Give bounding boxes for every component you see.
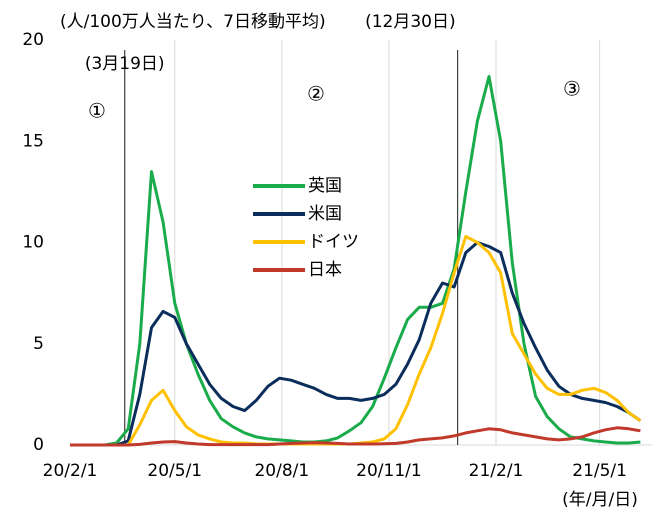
- legend-label: 日本: [308, 260, 342, 280]
- annotation: ③: [563, 77, 581, 101]
- x-tick-label: 20/11/1: [356, 461, 422, 481]
- series-line: [70, 75, 641, 447]
- x-tick-label: 20/2/1: [43, 461, 98, 481]
- series-line: [70, 426, 641, 447]
- x-tick-label: 20/5/1: [147, 461, 202, 481]
- x-tick-label: 20/8/1: [254, 461, 309, 481]
- y-tick-label: 15: [22, 131, 44, 151]
- series-line: [70, 234, 642, 447]
- annotation: (人/100万人当たり、7日移動平均): [60, 12, 326, 32]
- y-tick-label: 10: [22, 233, 44, 253]
- annotation: ①: [88, 99, 106, 123]
- legend-label: 英国: [308, 176, 342, 196]
- y-tick-label: 20: [22, 30, 44, 50]
- event-label: (3月19日): [85, 54, 165, 74]
- y-tick-label: 0: [33, 435, 44, 455]
- x-tick-label: 21/5/1: [572, 461, 627, 481]
- legend-label: ドイツ: [308, 232, 359, 252]
- annotation: ②: [307, 82, 325, 106]
- x-tick-label: 21/2/1: [469, 461, 524, 481]
- y-tick-label: 5: [33, 334, 44, 354]
- legend-label: 米国: [308, 204, 342, 224]
- x-axis-label: (年/月/日): [562, 490, 638, 510]
- event-label: (12月30日): [365, 12, 456, 32]
- series-line: [70, 241, 642, 447]
